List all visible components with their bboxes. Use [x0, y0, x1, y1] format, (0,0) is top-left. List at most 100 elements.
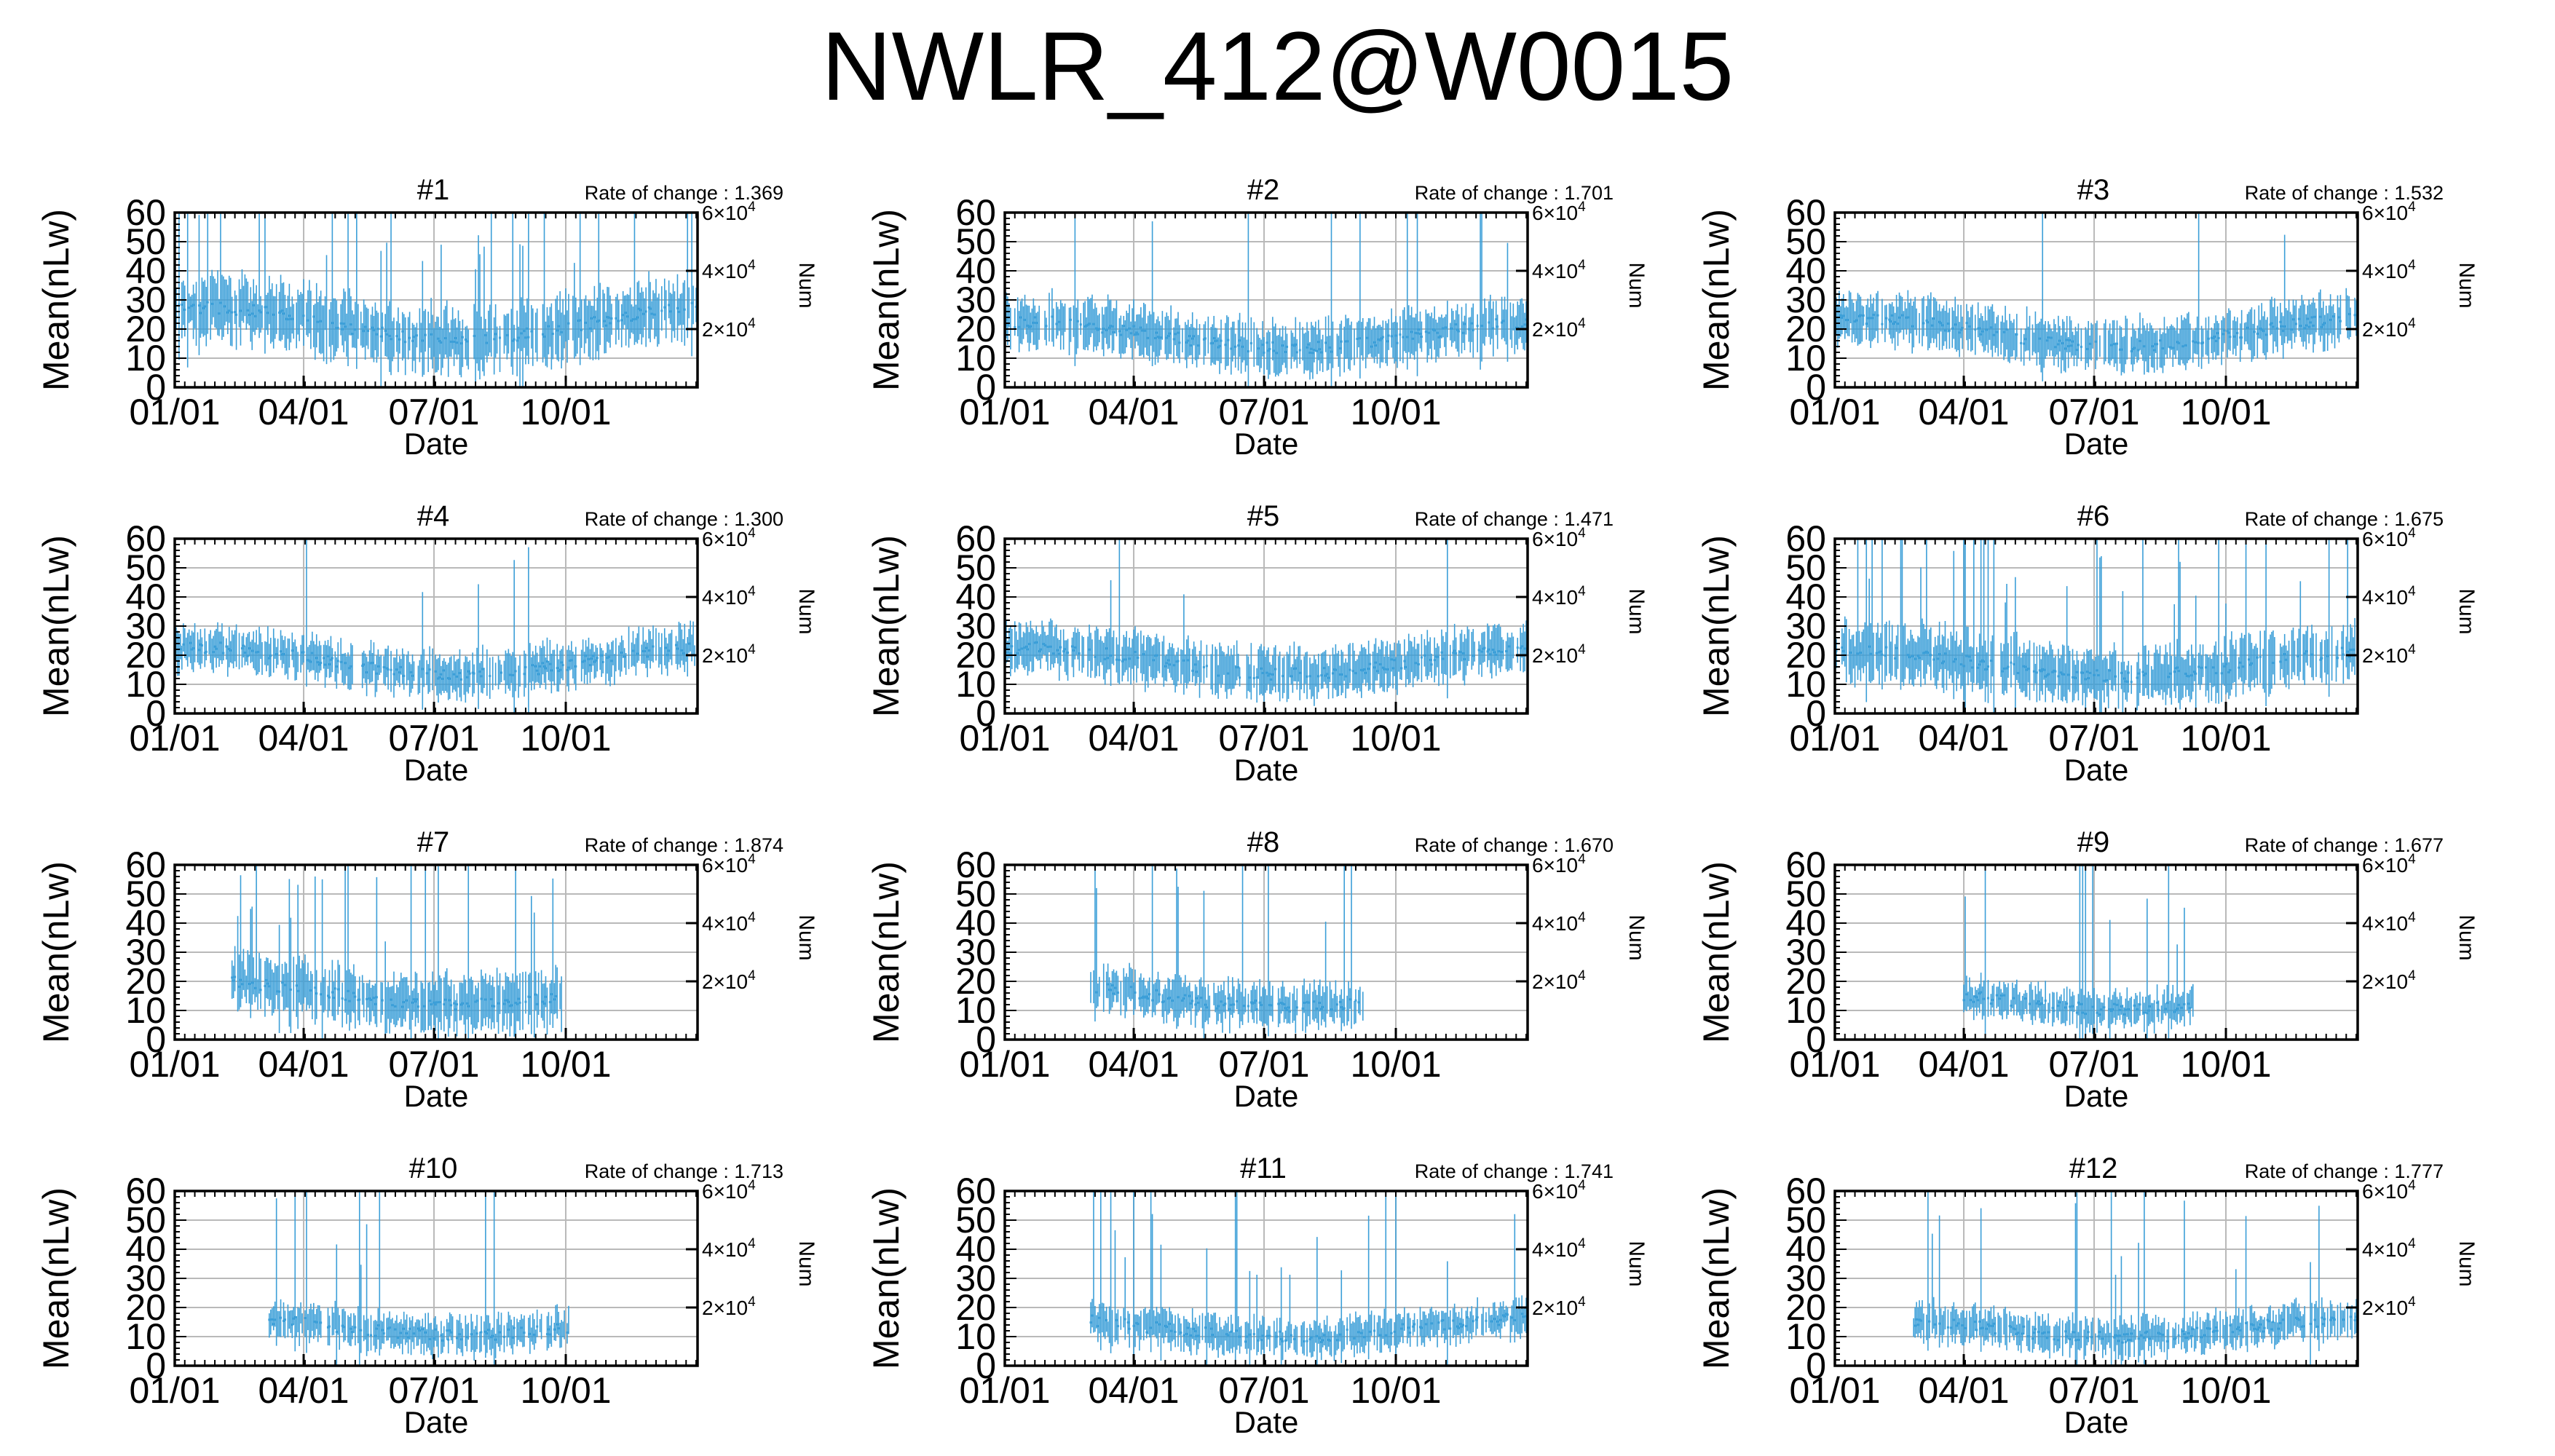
data-point [1182, 659, 1185, 662]
data-point [283, 312, 285, 315]
data-point [2177, 1003, 2180, 1006]
data-point [1159, 336, 1162, 339]
data-point [280, 650, 283, 653]
data-point [620, 652, 623, 654]
data-point [1365, 671, 1367, 674]
data-point [1995, 994, 1998, 997]
data-point [631, 649, 634, 652]
data-point [2319, 315, 2322, 318]
data-point [2195, 672, 2197, 675]
data-point [302, 651, 305, 654]
data-point [1968, 325, 1971, 328]
y-tick-label: 0 [146, 367, 166, 408]
data-point [1431, 328, 1434, 331]
data-point [1383, 668, 1386, 670]
data-point [1854, 320, 1857, 323]
y2-tick-label: 4×104 [702, 584, 756, 609]
data-point [1083, 325, 1086, 328]
data-point [234, 976, 237, 978]
data-point [554, 994, 557, 997]
y-axis-label: Mean(nLw) [36, 209, 76, 391]
data-point [478, 670, 481, 673]
data-point [1094, 655, 1097, 658]
panel-title: #6 [2077, 500, 2110, 532]
data-point [218, 312, 221, 315]
data-point [350, 665, 352, 668]
data-point [695, 305, 698, 308]
data-point [250, 649, 253, 652]
data-point [1974, 328, 1977, 331]
data-point [415, 334, 418, 337]
data-point [1214, 339, 1217, 342]
data-point [588, 664, 591, 667]
data-point [440, 673, 443, 676]
data-point [1095, 327, 1098, 330]
x-tick-label: 10/01 [2180, 392, 2271, 432]
data-point [2027, 668, 2030, 670]
data-point [1286, 1009, 1289, 1012]
data-point [524, 1000, 527, 1003]
data-point [1879, 650, 1882, 653]
y2-tick-label: 4×104 [702, 910, 756, 935]
data-point [2227, 670, 2230, 673]
data-point [202, 306, 205, 309]
data-point [461, 1002, 464, 1005]
data-point [425, 672, 428, 675]
data-point [309, 989, 312, 992]
data-point [623, 655, 626, 658]
data-point [309, 660, 312, 663]
data-point [1324, 341, 1327, 344]
data-point [1158, 993, 1161, 996]
data-point [547, 325, 550, 328]
data-point [450, 1004, 453, 1007]
y-tick-label: 60 [955, 844, 996, 885]
data-point [382, 665, 385, 668]
data-point [414, 1000, 416, 1003]
data-point [2309, 321, 2312, 324]
data-point [2336, 657, 2339, 660]
data-point [320, 320, 323, 323]
x-axis-label: Date [2064, 753, 2129, 787]
data-point [1230, 347, 1233, 350]
data-point [1006, 651, 1009, 654]
y-axis-label: Mean(nLw) [1696, 209, 1737, 391]
data-point [1307, 1001, 1310, 1004]
data-point [2024, 997, 2027, 1000]
data-point [666, 654, 669, 657]
data-point [1142, 995, 1145, 998]
data-point [507, 1000, 510, 1003]
y2-axis-label: Num [1624, 588, 1648, 634]
data-point [1516, 646, 1519, 649]
data-point [1288, 1010, 1291, 1013]
data-point [2156, 343, 2159, 346]
data-point [480, 675, 483, 678]
data-point [2297, 317, 2300, 320]
data-point [1227, 997, 1230, 1000]
data-point [2023, 342, 2026, 345]
data-point [246, 309, 249, 312]
data-point [1515, 326, 1517, 329]
data-point [2174, 1009, 2177, 1012]
panel-title: #3 [2077, 174, 2110, 206]
y2-tick-label: 4×104 [2362, 258, 2416, 282]
data-point [1977, 999, 1980, 1002]
data-point [2340, 646, 2343, 649]
data-point [2165, 1002, 2168, 1005]
data-point [454, 1008, 457, 1011]
y-tick-label: 10 [125, 338, 166, 379]
data-point [286, 318, 289, 321]
data-point [2195, 341, 2197, 344]
data-point [1267, 674, 1270, 677]
data-point [238, 985, 241, 988]
data-point [1024, 646, 1027, 649]
data-point [2270, 322, 2273, 325]
data-point [644, 646, 647, 649]
data-point [2180, 1006, 2183, 1009]
data-point [277, 990, 280, 993]
data-point [465, 340, 468, 343]
panel-title: #8 [1247, 826, 1280, 858]
data-point [615, 317, 617, 320]
data-point [2176, 341, 2179, 344]
x-tick-label: 10/01 [1350, 1044, 1441, 1085]
